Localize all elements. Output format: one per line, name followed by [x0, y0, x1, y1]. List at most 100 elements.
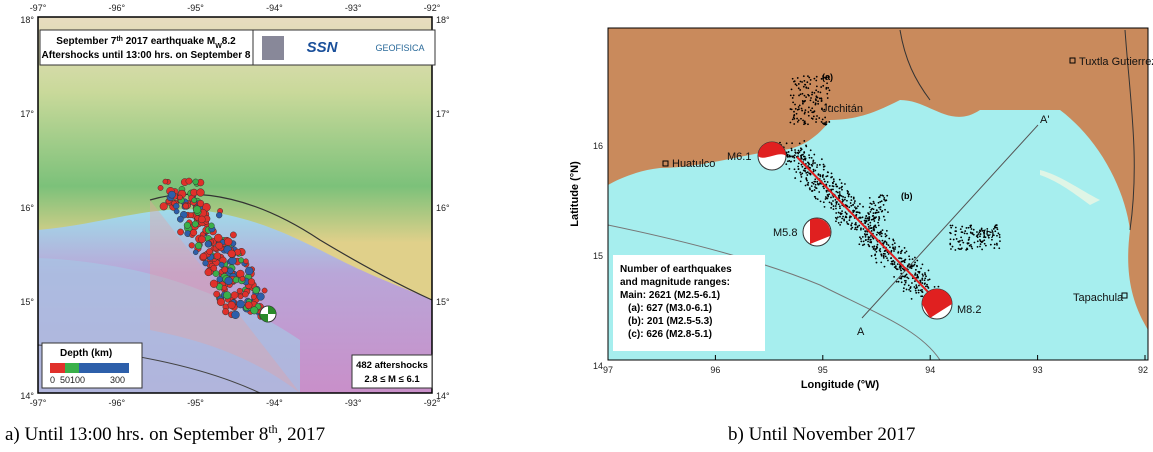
count-text: 2.8 ≤ M ≤ 6.1: [364, 374, 420, 385]
x-tick-label: -93°: [345, 398, 362, 408]
aftershock: [959, 240, 961, 242]
aftershock: [188, 212, 193, 217]
aftershock: [798, 162, 800, 164]
aftershock: [807, 87, 809, 89]
aftershock: [880, 261, 882, 263]
aftershock: [210, 280, 218, 288]
aftershock: [219, 262, 224, 267]
aftershock: [792, 97, 794, 99]
aftershock: [815, 121, 817, 123]
aftershock: [834, 199, 836, 201]
aftershock: [864, 230, 866, 232]
aftershock: [869, 211, 871, 213]
aftershock: [804, 111, 806, 113]
aftershock: [192, 198, 197, 203]
aftershock: [820, 97, 822, 99]
aftershock: [816, 164, 818, 166]
aftershock: [223, 291, 231, 299]
aftershock: [850, 199, 852, 201]
aftershock: [966, 233, 968, 235]
aftershock: [251, 307, 258, 314]
aftershock: [184, 222, 190, 228]
aftershock: [841, 218, 843, 220]
aftershock: [877, 244, 879, 246]
x-tick-label: 94: [925, 365, 935, 375]
aftershock: [833, 208, 835, 210]
aftershock: [868, 237, 870, 239]
aftershock: [996, 227, 998, 229]
aftershock: [873, 220, 875, 222]
aftershock: [916, 265, 918, 267]
aftershock: [827, 97, 829, 99]
aftershock: [971, 246, 973, 248]
aftershock: [812, 190, 814, 192]
aftershock: [833, 180, 835, 182]
aftershock: [816, 76, 818, 78]
aftershock: [793, 123, 795, 125]
aftershock: [921, 289, 923, 291]
aftershock: [836, 186, 838, 188]
aftershock: [924, 279, 926, 281]
aftershock: [821, 100, 823, 102]
aftershock: [917, 277, 919, 279]
aftershock: [918, 289, 920, 291]
aftershock: [901, 281, 903, 283]
aftershock: [841, 189, 843, 191]
aftershock: [966, 248, 968, 250]
caption-text: , 2017: [278, 424, 326, 445]
aftershock: [810, 149, 812, 151]
aftershock: [969, 225, 971, 227]
y-tick-label: 14: [593, 361, 603, 371]
aftershock: [950, 227, 952, 229]
aftershock: [893, 276, 895, 278]
aftershock: [894, 263, 896, 265]
aftershock: [814, 162, 816, 164]
aftershock: [830, 197, 832, 199]
aftershock: [222, 285, 227, 290]
aftershock: [911, 265, 913, 267]
aftershock: [239, 258, 244, 263]
aftershock: [826, 93, 828, 95]
aftershock: [822, 174, 824, 176]
aftershock: [900, 252, 902, 254]
aftershock: [888, 238, 890, 240]
aftershock: [914, 262, 916, 264]
aftershock: [900, 278, 902, 280]
aftershock: [850, 205, 852, 207]
aftershock: [245, 302, 252, 309]
aftershock: [803, 156, 805, 158]
aftershock: [890, 257, 892, 259]
aftershock: [911, 298, 913, 300]
aftershock: [823, 187, 825, 189]
aftershock: [810, 109, 812, 111]
aftershock: [848, 206, 850, 208]
aftershock: [832, 189, 834, 191]
aftershock: [909, 259, 911, 261]
aftershock: [840, 187, 842, 189]
aftershock: [833, 178, 835, 180]
aftershock: [824, 206, 826, 208]
aftershock: [205, 269, 212, 276]
aftershock: [814, 170, 816, 172]
aftershock: [835, 205, 837, 207]
aftershock: [839, 187, 841, 189]
aftershock: [918, 292, 920, 294]
aftershock: [177, 195, 182, 200]
aftershock: [981, 249, 983, 251]
y-tick-label: 18°: [20, 15, 34, 25]
aftershock: [909, 287, 911, 289]
aftershock: [823, 169, 825, 171]
aftershock: [900, 251, 902, 253]
y-tick-label: 14°: [436, 391, 450, 401]
aftershock: [915, 269, 917, 271]
aftershock: [808, 154, 810, 156]
aftershock: [803, 75, 805, 77]
section-label: A': [1040, 114, 1049, 126]
aftershock: [835, 208, 837, 210]
aftershock: [874, 249, 876, 251]
aftershock: [815, 80, 817, 82]
aftershock: [915, 288, 917, 290]
aftershock: [894, 246, 896, 248]
aftershock: [980, 243, 982, 245]
aftershock: [905, 282, 907, 284]
